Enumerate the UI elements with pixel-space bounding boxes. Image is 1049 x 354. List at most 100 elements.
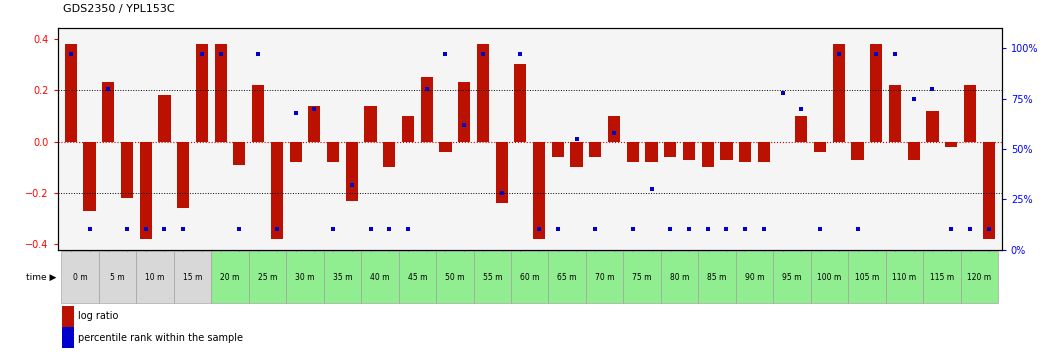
Bar [308,105,320,142]
Point [231,227,248,232]
Bar [533,142,545,239]
Text: percentile rank within the sample: percentile rank within the sample [79,333,243,343]
Bar [121,142,133,198]
Bar [552,142,564,157]
Point [156,227,173,232]
Text: 30 m: 30 m [295,273,315,281]
Text: 80 m: 80 m [670,273,689,281]
Text: 60 m: 60 m [520,273,539,281]
Text: 105 m: 105 m [855,273,879,281]
Text: 10 m: 10 m [146,273,165,281]
Bar [196,44,208,142]
Bar [608,116,620,142]
Bar [961,251,998,303]
Point [831,52,848,57]
Text: 40 m: 40 m [370,273,389,281]
Bar [158,95,171,142]
Point [493,190,510,196]
Bar [440,142,451,152]
Point [437,52,454,57]
Text: 120 m: 120 m [967,273,991,281]
Bar [458,82,470,142]
Bar [215,44,227,142]
Point [962,227,979,232]
Point [755,227,772,232]
Bar [849,251,885,303]
Bar [63,306,73,326]
Text: time ▶: time ▶ [26,273,57,281]
Bar [964,85,976,142]
Bar [65,44,77,142]
Point [474,52,491,57]
Point [905,96,922,102]
Point [793,106,810,112]
Bar [511,251,549,303]
Point [531,227,548,232]
Bar [514,64,527,142]
Point [306,106,323,112]
Bar [814,142,827,152]
Bar [757,142,770,162]
Bar [699,251,735,303]
Point [193,52,210,57]
Bar [324,251,361,303]
Bar [364,105,377,142]
Point [681,227,698,232]
Point [736,227,753,232]
Bar [702,142,713,167]
Point [550,227,566,232]
Bar [102,82,114,142]
Bar [923,251,961,303]
Point [812,227,829,232]
Point [175,227,192,232]
Bar [983,142,994,239]
Text: 45 m: 45 m [408,273,427,281]
Point [586,227,603,232]
Text: 55 m: 55 m [483,273,502,281]
Bar [907,142,920,160]
Bar [63,327,73,348]
Bar [177,142,189,209]
Point [643,187,660,192]
Point [381,227,398,232]
Point [943,227,960,232]
Bar [62,251,99,303]
Bar [885,251,923,303]
Point [605,130,622,136]
Bar [586,251,623,303]
Bar [889,85,901,142]
Text: 115 m: 115 m [929,273,954,281]
Point [700,227,716,232]
Bar [84,142,95,211]
Bar [140,142,152,239]
Bar [473,251,511,303]
Bar [945,142,958,147]
Bar [795,116,808,142]
Text: 70 m: 70 m [595,273,615,281]
Bar [271,142,283,239]
Text: 25 m: 25 m [258,273,277,281]
Bar [286,251,324,303]
Text: 35 m: 35 m [333,273,352,281]
Text: 20 m: 20 m [220,273,240,281]
Bar [664,142,677,157]
Bar [773,251,811,303]
Bar [549,251,586,303]
Bar [623,251,661,303]
Text: 90 m: 90 m [745,273,765,281]
Point [400,227,416,232]
Bar [683,142,695,160]
Bar [626,142,639,162]
Text: 100 m: 100 m [817,273,841,281]
Point [212,52,229,57]
Bar [477,44,489,142]
Bar [661,251,699,303]
Text: 5 m: 5 m [110,273,125,281]
Point [924,86,941,91]
Point [624,227,641,232]
Text: GDS2350 / YPL153C: GDS2350 / YPL153C [63,4,174,13]
Point [81,227,98,232]
Bar [436,251,473,303]
Point [324,227,341,232]
Bar [833,44,844,142]
